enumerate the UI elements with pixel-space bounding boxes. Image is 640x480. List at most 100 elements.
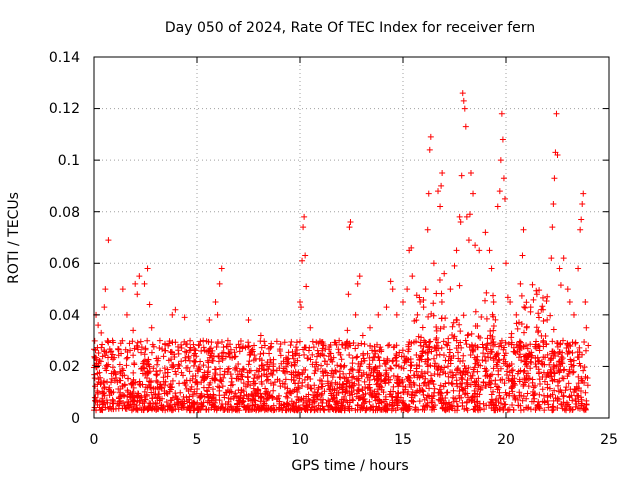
data-point bbox=[224, 337, 231, 344]
data-point bbox=[432, 360, 439, 367]
data-point bbox=[143, 391, 150, 398]
data-point bbox=[421, 406, 428, 413]
data-point bbox=[515, 368, 522, 375]
data-point bbox=[255, 368, 262, 375]
data-point bbox=[408, 397, 415, 404]
data-point bbox=[460, 367, 467, 374]
data-point bbox=[502, 358, 509, 365]
data-point bbox=[461, 406, 468, 413]
data-point bbox=[325, 402, 332, 409]
data-point bbox=[233, 393, 240, 400]
data-point bbox=[99, 353, 106, 360]
data-point bbox=[194, 406, 201, 413]
data-point bbox=[470, 190, 477, 197]
data-point bbox=[218, 403, 225, 410]
data-point bbox=[304, 355, 311, 362]
data-point bbox=[408, 391, 415, 398]
data-point bbox=[533, 324, 540, 331]
data-point bbox=[303, 404, 310, 411]
data-point bbox=[474, 368, 481, 375]
data-point bbox=[359, 387, 366, 394]
data-point bbox=[509, 372, 516, 379]
data-point bbox=[462, 123, 469, 130]
data-point bbox=[456, 213, 463, 220]
data-point bbox=[288, 371, 295, 378]
data-point bbox=[461, 105, 468, 112]
data-point bbox=[424, 369, 431, 376]
data-point bbox=[218, 338, 225, 345]
data-point bbox=[349, 355, 356, 362]
data-point bbox=[490, 401, 497, 408]
data-point bbox=[372, 347, 379, 354]
data-point bbox=[328, 367, 335, 374]
data-point bbox=[400, 365, 407, 372]
data-point bbox=[476, 247, 483, 254]
data-point bbox=[109, 337, 116, 344]
data-point bbox=[472, 390, 479, 397]
data-point bbox=[292, 344, 299, 351]
data-point bbox=[418, 368, 425, 375]
data-point bbox=[205, 359, 212, 366]
data-point bbox=[467, 381, 474, 388]
data-point bbox=[156, 345, 163, 352]
data-point bbox=[532, 343, 539, 350]
x-tick-label: 15 bbox=[394, 432, 412, 448]
data-point bbox=[359, 332, 366, 339]
data-point bbox=[294, 388, 301, 395]
data-point bbox=[337, 374, 344, 381]
data-point bbox=[481, 406, 488, 413]
data-point bbox=[570, 357, 577, 364]
data-point bbox=[319, 345, 326, 352]
data-point bbox=[133, 402, 140, 409]
data-point bbox=[492, 353, 499, 360]
data-point bbox=[166, 388, 173, 395]
data-point bbox=[213, 343, 220, 350]
data-point bbox=[211, 366, 218, 373]
data-point bbox=[430, 312, 437, 319]
data-point bbox=[258, 402, 265, 409]
data-point bbox=[569, 406, 576, 413]
data-point bbox=[318, 378, 325, 385]
chart-title: Day 050 of 2024, Rate Of TEC Index for r… bbox=[165, 20, 535, 36]
data-point bbox=[290, 355, 297, 362]
data-point bbox=[283, 393, 290, 400]
data-point bbox=[124, 401, 131, 408]
data-point bbox=[375, 311, 382, 318]
data-point bbox=[263, 377, 270, 384]
data-point bbox=[411, 381, 418, 388]
data-point bbox=[288, 405, 295, 412]
data-point bbox=[383, 304, 390, 311]
data-point bbox=[371, 343, 378, 350]
data-point bbox=[449, 332, 456, 339]
data-point bbox=[147, 400, 154, 407]
data-point bbox=[175, 347, 182, 354]
data-point bbox=[431, 385, 438, 392]
data-point bbox=[384, 355, 391, 362]
data-point bbox=[563, 403, 570, 410]
data-point bbox=[437, 325, 444, 332]
data-point bbox=[482, 229, 489, 236]
data-point bbox=[268, 370, 275, 377]
data-point bbox=[245, 317, 252, 324]
data-point bbox=[449, 323, 456, 330]
data-point bbox=[426, 393, 433, 400]
data-point bbox=[504, 294, 511, 301]
data-point bbox=[154, 394, 161, 401]
data-point bbox=[154, 361, 161, 368]
data-point bbox=[155, 406, 162, 413]
data-point bbox=[488, 265, 495, 272]
data-point bbox=[494, 363, 501, 370]
data-point bbox=[176, 362, 183, 369]
data-point bbox=[543, 298, 550, 305]
data-point bbox=[400, 298, 406, 305]
data-point bbox=[408, 362, 415, 369]
data-point bbox=[495, 356, 502, 363]
data-point bbox=[124, 388, 131, 395]
data-point bbox=[447, 286, 454, 293]
data-point bbox=[549, 338, 556, 345]
data-point bbox=[415, 372, 422, 379]
data-point bbox=[137, 338, 144, 345]
data-point bbox=[436, 386, 443, 393]
data-point bbox=[226, 389, 233, 396]
data-point bbox=[212, 298, 219, 305]
